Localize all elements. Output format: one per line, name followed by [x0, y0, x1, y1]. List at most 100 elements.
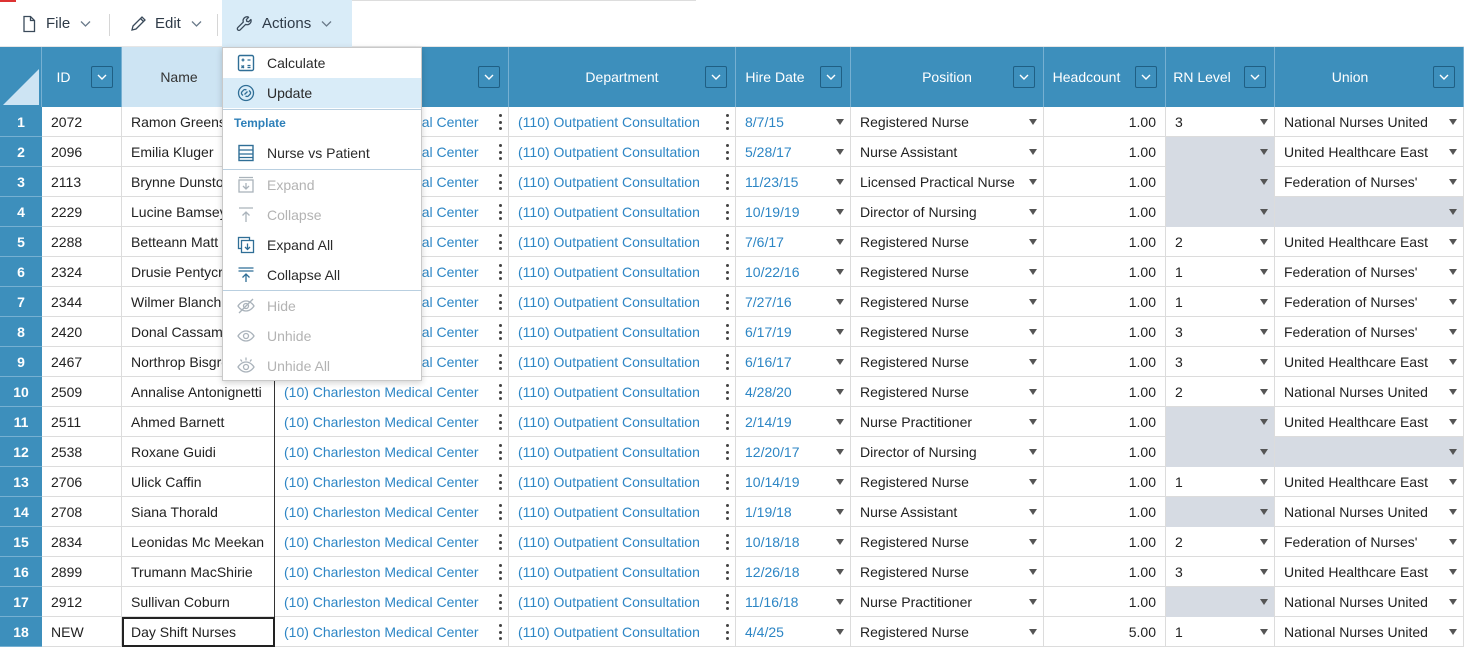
dropdown-caret-icon[interactable]	[1029, 359, 1037, 365]
menu-item-update[interactable]: Update	[223, 78, 421, 108]
more-options-icon[interactable]	[498, 624, 502, 640]
dropdown-caret-icon[interactable]	[1029, 389, 1037, 395]
cell-hire-date[interactable]: 10/19/19	[736, 197, 851, 227]
table-row[interactable]: 11 2511 Ahmed Barnett (10) Charleston Medic…	[0, 407, 1464, 437]
dropdown-caret-icon[interactable]	[1449, 629, 1457, 635]
cell-facility[interactable]: (10) Charleston Medical Center	[275, 467, 509, 497]
more-options-icon[interactable]	[725, 564, 729, 580]
dropdown-caret-icon[interactable]	[1449, 299, 1457, 305]
row-number[interactable]: 9	[0, 347, 42, 377]
more-options-icon[interactable]	[725, 624, 729, 640]
cell-position[interactable]: Registered Nurse	[851, 467, 1044, 497]
cell-headcount[interactable]: 1.00	[1044, 467, 1166, 497]
column-menu-button[interactable]	[1013, 66, 1035, 88]
cell-rn-level[interactable]: 3	[1166, 557, 1275, 587]
dropdown-caret-icon[interactable]	[836, 179, 844, 185]
cell-union[interactable]: United Healthcare East	[1275, 557, 1464, 587]
dropdown-caret-icon[interactable]	[1029, 179, 1037, 185]
cell-rn-level[interactable]: 3	[1166, 317, 1275, 347]
more-options-icon[interactable]	[498, 174, 502, 190]
more-options-icon[interactable]	[498, 414, 502, 430]
dropdown-caret-icon[interactable]	[1029, 299, 1037, 305]
dropdown-caret-icon[interactable]	[1449, 179, 1457, 185]
dropdown-caret-icon[interactable]	[1029, 119, 1037, 125]
cell-hire-date[interactable]: 7/6/17	[736, 227, 851, 257]
cell-rn-level[interactable]: 1	[1166, 257, 1275, 287]
dropdown-caret-icon[interactable]	[1449, 599, 1457, 605]
dropdown-caret-icon[interactable]	[1029, 479, 1037, 485]
cell-rn-level[interactable]	[1166, 197, 1275, 227]
cell-department[interactable]: (110) Outpatient Consultation	[509, 287, 736, 317]
column-header-headcount[interactable]: Headcount	[1044, 47, 1166, 107]
cell-headcount[interactable]: 1.00	[1044, 287, 1166, 317]
more-options-icon[interactable]	[498, 534, 502, 550]
cell-name[interactable]: Siana Thorald	[122, 497, 275, 527]
row-number[interactable]: 18	[0, 617, 42, 647]
cell-department[interactable]: (110) Outpatient Consultation	[509, 227, 736, 257]
cell-union[interactable]: Federation of Nurses'	[1275, 167, 1464, 197]
row-number[interactable]: 17	[0, 587, 42, 617]
cell-position[interactable]: Nurse Assistant	[851, 137, 1044, 167]
menu-item-collapse-all[interactable]: Collapse All	[223, 260, 421, 290]
dropdown-caret-icon[interactable]	[836, 119, 844, 125]
cell-rn-level[interactable]: 3	[1166, 347, 1275, 377]
dropdown-caret-icon[interactable]	[836, 479, 844, 485]
cell-headcount[interactable]: 1.00	[1044, 347, 1166, 377]
dropdown-caret-icon[interactable]	[836, 449, 844, 455]
table-row[interactable]: 18 NEW Day Shift Nurses (10) Charleston Med…	[0, 617, 1464, 647]
cell-position[interactable]: Registered Nurse	[851, 557, 1044, 587]
cell-facility[interactable]: (10) Charleston Medical Center	[275, 407, 509, 437]
cell-facility[interactable]: (10) Charleston Medical Center	[275, 527, 509, 557]
more-options-icon[interactable]	[498, 234, 502, 250]
column-menu-button[interactable]	[91, 66, 113, 88]
more-options-icon[interactable]	[498, 594, 502, 610]
more-options-icon[interactable]	[498, 114, 502, 130]
cell-headcount[interactable]: 1.00	[1044, 557, 1166, 587]
row-number[interactable]: 12	[0, 437, 42, 467]
cell-hire-date[interactable]: 10/14/19	[736, 467, 851, 497]
cell-union[interactable]: United Healthcare East	[1275, 407, 1464, 437]
dropdown-caret-icon[interactable]	[836, 269, 844, 275]
more-options-icon[interactable]	[725, 294, 729, 310]
row-number[interactable]: 5	[0, 227, 42, 257]
menu-item-nurse-vs-patient[interactable]: Nurse vs Patient	[223, 138, 421, 168]
cell-facility[interactable]: (10) Charleston Medical Center	[275, 377, 509, 407]
cell-department[interactable]: (110) Outpatient Consultation	[509, 617, 736, 647]
dropdown-caret-icon[interactable]	[1260, 179, 1268, 185]
dropdown-caret-icon[interactable]	[836, 569, 844, 575]
cell-position[interactable]: Director of Nursing	[851, 197, 1044, 227]
dropdown-caret-icon[interactable]	[1029, 419, 1037, 425]
dropdown-caret-icon[interactable]	[1260, 329, 1268, 335]
dropdown-caret-icon[interactable]	[836, 149, 844, 155]
cell-id[interactable]: 2344	[42, 287, 122, 317]
dropdown-caret-icon[interactable]	[1029, 269, 1037, 275]
cell-name[interactable]: Day Shift Nurses	[122, 617, 275, 647]
column-menu-button[interactable]	[705, 66, 727, 88]
cell-facility[interactable]: (10) Charleston Medical Center	[275, 497, 509, 527]
cell-union[interactable]: National Nurses United	[1275, 617, 1464, 647]
cell-department[interactable]: (110) Outpatient Consultation	[509, 317, 736, 347]
cell-headcount[interactable]: 5.00	[1044, 617, 1166, 647]
dropdown-caret-icon[interactable]	[836, 539, 844, 545]
dropdown-caret-icon[interactable]	[1029, 209, 1037, 215]
cell-headcount[interactable]: 1.00	[1044, 257, 1166, 287]
cell-id[interactable]: 2229	[42, 197, 122, 227]
column-header-rn-level[interactable]: RN Level	[1166, 47, 1275, 107]
cell-id[interactable]: 2834	[42, 527, 122, 557]
cell-union[interactable]: United Healthcare East	[1275, 227, 1464, 257]
cell-headcount[interactable]: 1.00	[1044, 227, 1166, 257]
dropdown-caret-icon[interactable]	[1029, 569, 1037, 575]
cell-position[interactable]: Registered Nurse	[851, 287, 1044, 317]
cell-name[interactable]: Sullivan Coburn	[122, 587, 275, 617]
cell-position[interactable]: Nurse Practitioner	[851, 407, 1044, 437]
dropdown-caret-icon[interactable]	[1260, 569, 1268, 575]
cell-name[interactable]: Trumann MacShirie	[122, 557, 275, 587]
cell-id[interactable]: 2538	[42, 437, 122, 467]
more-options-icon[interactable]	[498, 444, 502, 460]
cell-id[interactable]: 2072	[42, 107, 122, 137]
menu-item-hide[interactable]: Hide	[223, 291, 421, 321]
cell-rn-level[interactable]: 3	[1166, 107, 1275, 137]
cell-union[interactable]: National Nurses United	[1275, 377, 1464, 407]
dropdown-caret-icon[interactable]	[1260, 209, 1268, 215]
